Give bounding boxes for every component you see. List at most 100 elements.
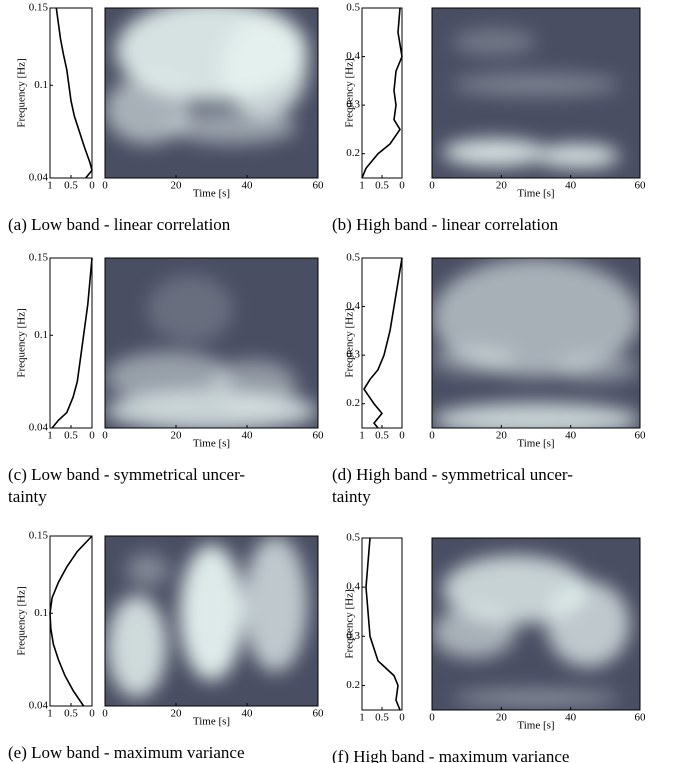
x-tick-label: 0 (102, 708, 108, 720)
profile-x-tick-label: 0.5 (64, 430, 78, 442)
heatmap-blob (107, 595, 167, 698)
heatmap-frame (104, 535, 319, 707)
profile-x-tick-label: 0.5 (375, 712, 389, 724)
y-tick-label: 0.1 (34, 607, 48, 619)
heatmap-blob (442, 138, 547, 167)
caption: (c) Low band - symmetrical uncer- (8, 465, 245, 484)
profile-x-tick-label: 0.5 (375, 430, 389, 442)
profile-frame (49, 257, 93, 429)
x-tick-label: 20 (496, 712, 508, 724)
y-tick-label: 0.5 (346, 2, 360, 14)
x-tick-label: 20 (496, 180, 508, 192)
heatmap-blob (211, 360, 297, 411)
heatmap-texture (432, 555, 630, 707)
x-tick-label: 0 (429, 430, 435, 442)
x-tick-label: 20 (171, 180, 183, 192)
profile-frame (361, 7, 403, 179)
profile-x-tick-label: 0.5 (375, 180, 389, 192)
heatmap-blob (168, 110, 297, 144)
x-tick-label: 0 (102, 180, 108, 192)
profile-x-tick-label: 0 (399, 430, 405, 442)
profile-line (361, 7, 403, 179)
profile-x-tick-label: 1 (359, 180, 365, 192)
y-tick-label: 0.5 (346, 532, 360, 544)
y-tick-label: 0.04 (29, 700, 49, 712)
caption: (a) Low band - linear correlation (8, 215, 231, 234)
x-tick-label: 20 (496, 430, 508, 442)
heatmap-texture (105, 275, 318, 428)
y-tick-label: 0.4 (346, 300, 360, 312)
profile-x-tick-label: 1 (47, 430, 53, 442)
y-tick-label: 0.2 (346, 679, 360, 691)
y-axis-label: Frequency [Hz] (344, 308, 356, 377)
heatmap-blob (452, 28, 536, 56)
x-tick-label: 20 (171, 430, 183, 442)
x-tick-label: 0 (102, 430, 108, 442)
profile-x-tick-label: 0 (89, 180, 95, 192)
y-axis-label: Frequency [Hz] (16, 58, 28, 127)
profile-frame (49, 535, 93, 707)
heatmap-blob (452, 689, 620, 707)
caption: (f) High band - maximum variance (332, 747, 569, 763)
x-tick-label: 40 (565, 430, 577, 442)
x-tick-label: 60 (313, 708, 325, 720)
x-tick-label: 40 (565, 712, 577, 724)
y-tick-label: 0.1 (34, 79, 48, 91)
caption: (b) High band - linear correlation (332, 215, 559, 234)
y-tick-label: 0.4 (346, 50, 360, 62)
profile-frame (361, 257, 403, 429)
y-axis-label: Frequency [Hz] (16, 308, 28, 377)
heatmap-blob (432, 402, 640, 428)
y-axis-label: Frequency [Hz] (344, 58, 356, 127)
x-axis-label: Time [s] (193, 188, 230, 200)
heatmap-frame (431, 257, 641, 429)
y-tick-label: 0.2 (346, 147, 360, 159)
caption: tainty (8, 487, 47, 506)
heatmap (105, 8, 318, 178)
heatmap-blob (105, 351, 233, 403)
heatmap-blob (432, 606, 516, 659)
heatmap-texture (432, 258, 640, 428)
y-tick-label: 0.4 (346, 581, 360, 593)
heatmap-blob (243, 536, 308, 672)
x-tick-label: 0 (429, 712, 435, 724)
heatmap-blob (536, 144, 620, 168)
heatmap-texture (442, 28, 620, 168)
heatmap-texture (107, 536, 308, 698)
heatmap-blob (179, 544, 244, 681)
heatmap (105, 536, 318, 706)
y-axis-label: Frequency [Hz] (344, 589, 356, 658)
y-tick-label: 0.15 (29, 530, 49, 542)
profile-x-tick-label: 0.5 (64, 708, 78, 720)
heatmap (105, 258, 318, 428)
y-tick-label: 0.3 (346, 99, 360, 111)
caption: (d) High band - symmetrical uncer- (332, 465, 573, 484)
profile-x-tick-label: 0 (89, 708, 95, 720)
heatmap-texture (105, 8, 308, 144)
heatmap-blob (452, 72, 620, 97)
x-tick-label: 60 (313, 430, 325, 442)
x-axis-label: Time [s] (517, 720, 554, 732)
x-tick-label: 60 (635, 712, 647, 724)
heatmap-frame (431, 537, 641, 711)
heatmap-blob (556, 354, 640, 383)
profile-line (51, 257, 93, 429)
caption: tainty (332, 487, 371, 506)
x-tick-label: 40 (242, 708, 254, 720)
y-tick-label: 0.2 (346, 397, 360, 409)
heatmap-frame (104, 257, 319, 429)
y-tick-label: 0.04 (29, 422, 49, 434)
y-tick-label: 0.1 (34, 329, 48, 341)
profile-x-tick-label: 1 (47, 708, 53, 720)
heatmap (432, 258, 640, 428)
heatmap-frame (104, 7, 319, 179)
x-tick-label: 20 (171, 708, 183, 720)
profile-x-tick-label: 0.5 (64, 180, 78, 192)
profile-x-tick-label: 1 (359, 712, 365, 724)
heatmap-frame (431, 7, 641, 179)
heatmap-blob (147, 275, 233, 343)
x-tick-label: 0 (429, 180, 435, 192)
heatmap-blob (432, 346, 516, 374)
x-axis-label: Time [s] (517, 438, 554, 450)
